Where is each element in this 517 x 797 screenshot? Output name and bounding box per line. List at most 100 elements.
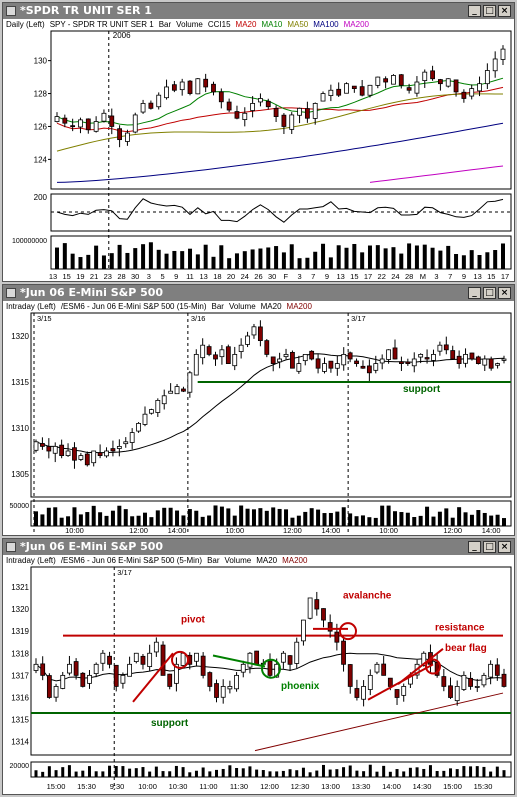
candle-down (59, 444, 65, 456)
volume-bar (215, 769, 219, 777)
volume-panel-frame (30, 500, 512, 527)
candle-up (312, 103, 318, 119)
candle-down (450, 350, 456, 360)
candle-up (328, 89, 334, 96)
info-item: Bar (207, 556, 220, 565)
session-label: 3/15 (37, 314, 52, 323)
info-item: SPY - SPDR TR UNIT SER 1 (49, 20, 154, 29)
candle-down (226, 101, 232, 111)
bear-flag-circle (425, 658, 441, 675)
candle-up (283, 354, 289, 358)
candle-down (273, 107, 279, 117)
candle-down (360, 365, 366, 369)
info-item: MA200 (343, 20, 369, 29)
volume-bar (261, 770, 265, 777)
volume-bar (219, 245, 224, 269)
price-panel-frame (50, 30, 512, 190)
daily-chart-svg[interactable]: 124 126 128 130 2006 200 100000000 13 15 19 21 23 28… (3, 19, 514, 281)
candle-down (443, 344, 449, 351)
volume-panel-frame (50, 235, 512, 270)
ma50-line (56, 93, 503, 152)
volume-bar (258, 248, 263, 269)
x-tick-label: M (420, 272, 426, 281)
volume-bar (134, 768, 138, 777)
candle-down (40, 663, 46, 676)
y-tick-label: 1318 (11, 649, 29, 658)
candle-down (430, 70, 435, 80)
candle-up (194, 652, 199, 662)
volume-bar (407, 243, 412, 269)
volume-bar (162, 507, 167, 526)
volume-bar (362, 771, 366, 777)
candle-down (167, 673, 173, 687)
candle-up (87, 674, 92, 684)
x-tick-label: 20 (227, 272, 235, 281)
15min-chart-svg[interactable]: 1305 1310 1315 1320 3/15 3/16 3/17 support 50000… (3, 301, 514, 535)
volume-bar (110, 510, 115, 526)
minimize-button[interactable]: _ (468, 5, 481, 17)
close-button[interactable]: × (498, 287, 511, 299)
candle-down (257, 326, 263, 342)
volume-bar (128, 768, 132, 777)
candle-down (475, 356, 481, 365)
candle-down (336, 88, 342, 96)
volume-bar (367, 517, 372, 526)
volume-bar (457, 507, 462, 526)
maximize-button[interactable]: □ (483, 541, 496, 553)
volume-bar (268, 771, 272, 777)
candle-down (181, 388, 186, 392)
5min-chart-svg[interactable]: 1314 1315 1316 1317 1318 1319 1320 1321 3/17 supp… (3, 555, 514, 794)
volume-bar (40, 514, 45, 526)
x-tick-label: 18 (213, 272, 221, 281)
volume-bar (277, 508, 282, 526)
volume-bar (388, 771, 392, 777)
window-icon[interactable] (6, 542, 16, 552)
candle-down (234, 111, 240, 119)
candle-up (495, 363, 500, 366)
candle-up (187, 372, 193, 393)
candle-up (334, 363, 340, 369)
candle-down (117, 128, 122, 141)
volume-bar (242, 251, 247, 269)
x-tick-label: 19 (76, 272, 84, 281)
candle-down (46, 446, 52, 452)
maximize-button[interactable]: □ (483, 287, 496, 299)
volume-bar (430, 247, 435, 269)
volume-bar (393, 511, 398, 526)
candle-up (120, 674, 126, 684)
volume-bar (354, 516, 359, 526)
volume-bar (188, 772, 192, 777)
volume-bar (55, 247, 59, 269)
volume-bar (149, 517, 154, 526)
maximize-button[interactable]: □ (483, 5, 496, 17)
volume-bar (180, 251, 185, 269)
volume-bar (454, 254, 459, 269)
volume-bar (251, 509, 256, 526)
close-button[interactable]: × (498, 5, 511, 17)
volume-bar (81, 770, 85, 777)
x-tick-label: 9 (462, 272, 466, 281)
window-daily-chart: *SPDR TR UNIT SER 1 _ □ × Daily (Left) SP… (2, 2, 515, 282)
x-tick-label: 28 (117, 272, 125, 281)
candle-down (315, 358, 321, 369)
volume-bar (258, 508, 263, 526)
candle-down (281, 114, 287, 127)
y-tick-label: 1317 (11, 671, 29, 680)
volume-bar (328, 512, 333, 526)
window-icon[interactable] (6, 6, 16, 16)
volume-tick-label: 50000 (10, 503, 30, 510)
x-tick-label: 17 (501, 272, 509, 281)
volume-bar (271, 507, 276, 526)
candle-down (347, 664, 353, 687)
close-button[interactable]: × (498, 541, 511, 553)
candle-up (247, 652, 253, 668)
volume-bar (234, 253, 239, 269)
volume-bar (399, 512, 404, 526)
candle-down (453, 79, 459, 93)
minimize-button[interactable]: _ (468, 541, 481, 553)
volume-bar (344, 247, 349, 269)
window-icon[interactable] (6, 288, 16, 298)
minimize-button[interactable]: _ (468, 287, 481, 299)
session-label: 3/17 (351, 314, 366, 323)
x-tick-label: 13 (199, 272, 207, 281)
